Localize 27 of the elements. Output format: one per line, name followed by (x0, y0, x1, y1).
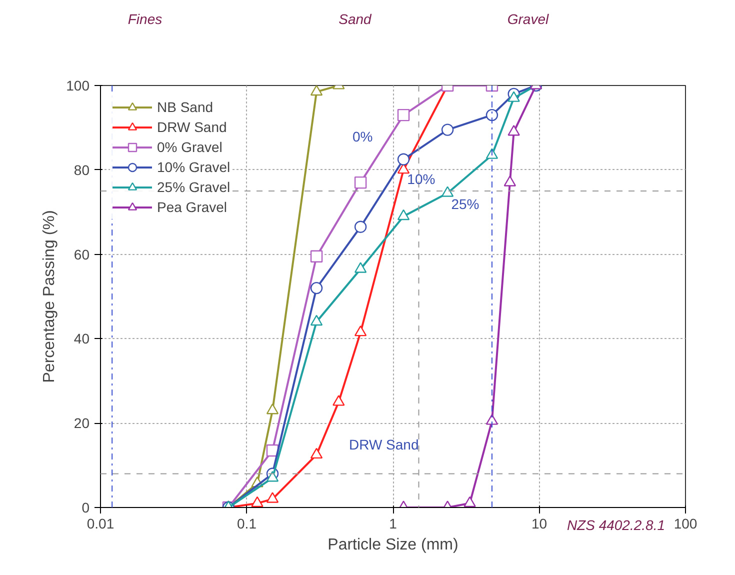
annotation: DRW Sand (348, 436, 419, 453)
y-tick-label: 100 (66, 78, 90, 94)
x-tick-label: 10 (531, 516, 548, 532)
legend-label: NB Sand (157, 99, 214, 115)
legend-label: Pea Gravel (157, 199, 228, 215)
x-tick-label: 0.1 (237, 516, 257, 532)
text: Gravel (507, 10, 549, 29)
y-tick-label: 0 (82, 500, 90, 516)
legend-label: 25% Gravel (157, 179, 230, 195)
y-axis-title: Percentage Passing (%) (41, 210, 58, 383)
text: Fines (128, 10, 162, 29)
y-tick-label: 40 (74, 330, 90, 347)
y-tick-label: 60 (74, 246, 90, 262)
annotation: 0% (352, 128, 373, 145)
y-tick-label: 80 (74, 162, 90, 178)
legend-label: 0% Gravel (157, 139, 222, 155)
annotation: 25% (451, 196, 480, 212)
legend-label: DRW Sand (157, 119, 227, 135)
legend-label: 10% Gravel (157, 159, 230, 175)
x-axis-title: Particle Size (mm) (328, 536, 458, 554)
x-tick-label: 0.01 (86, 516, 114, 532)
y-tick-label: 20 (74, 415, 90, 432)
text: Sand (338, 10, 372, 29)
annotation: 10% (407, 170, 436, 187)
x-tick-label: 1 (389, 516, 398, 532)
x-tick-label: 100 (674, 516, 698, 532)
text: NZS 4402.2.8.1 (566, 516, 665, 535)
